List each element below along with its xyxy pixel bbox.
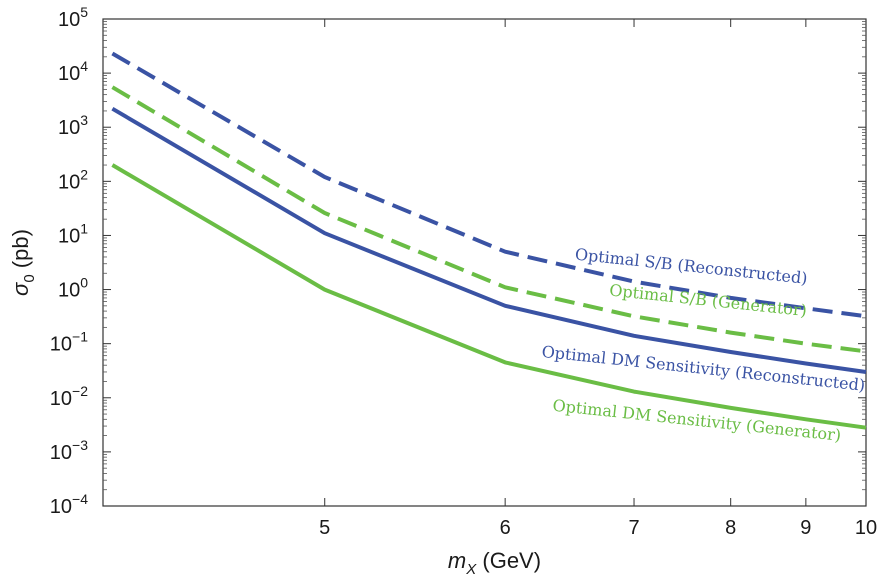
x-tick-label: 7: [628, 517, 639, 539]
x-tick-label: 5: [319, 517, 330, 539]
plot-frame: [102, 18, 867, 507]
series-line: [111, 51, 867, 319]
series-line: [111, 85, 867, 354]
series-label: Optimal S/B (Generator): [609, 280, 808, 320]
y-tick-label: 10−2: [50, 383, 88, 410]
x-tick-label: 8: [725, 517, 736, 539]
series-line: [111, 106, 867, 374]
series-label: Optimal DM Sensitivity (Reconstructed): [541, 342, 866, 395]
y-tick-label: 105: [58, 4, 88, 31]
y-tick-label: 104: [58, 58, 88, 85]
y-tick-label: 101: [58, 220, 88, 247]
y-tick-label: 103: [58, 112, 88, 139]
y-axis-label: σ0 (pb): [8, 229, 38, 296]
y-tick-label: 10−3: [50, 437, 88, 464]
series-line: [111, 163, 867, 430]
x-axis-label: mX (GeV): [448, 548, 541, 576]
y-tick-label: 10−1: [50, 329, 88, 356]
series-label: Optimal S/B (Reconstructed): [574, 245, 808, 288]
y-tick-label: 102: [58, 166, 88, 193]
y-tick-label: 100: [58, 275, 88, 302]
x-tick-label: 9: [800, 517, 811, 539]
x-tick-label: 6: [500, 517, 511, 539]
x-tick-label: 10: [855, 517, 877, 539]
y-tick-label: 10−4: [50, 491, 88, 518]
